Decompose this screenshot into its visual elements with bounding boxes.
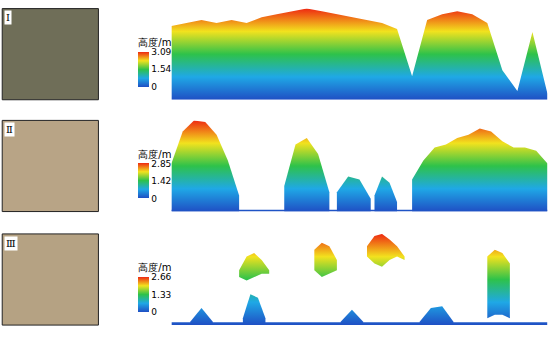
svg-text:1.42: 1.42 xyxy=(151,176,171,186)
svg-text:Ⅰ: Ⅰ xyxy=(6,12,10,23)
svg-text:0: 0 xyxy=(151,82,157,92)
svg-text:0: 0 xyxy=(151,307,157,317)
svg-text:0: 0 xyxy=(151,194,157,204)
svg-text:1.33: 1.33 xyxy=(151,290,171,300)
svg-text:1.54: 1.54 xyxy=(151,64,171,74)
svg-text:2.85: 2.85 xyxy=(151,159,171,169)
svg-text:高度/m: 高度/m xyxy=(138,37,171,48)
svg-text:Ⅱ: Ⅱ xyxy=(6,124,13,135)
svg-text:高度/m: 高度/m xyxy=(138,262,171,273)
svg-text:Ⅲ: Ⅲ xyxy=(6,238,16,249)
svg-text:3.09: 3.09 xyxy=(151,47,171,57)
svg-text:2.66: 2.66 xyxy=(151,272,171,282)
svg-text:高度/m: 高度/m xyxy=(138,149,171,160)
